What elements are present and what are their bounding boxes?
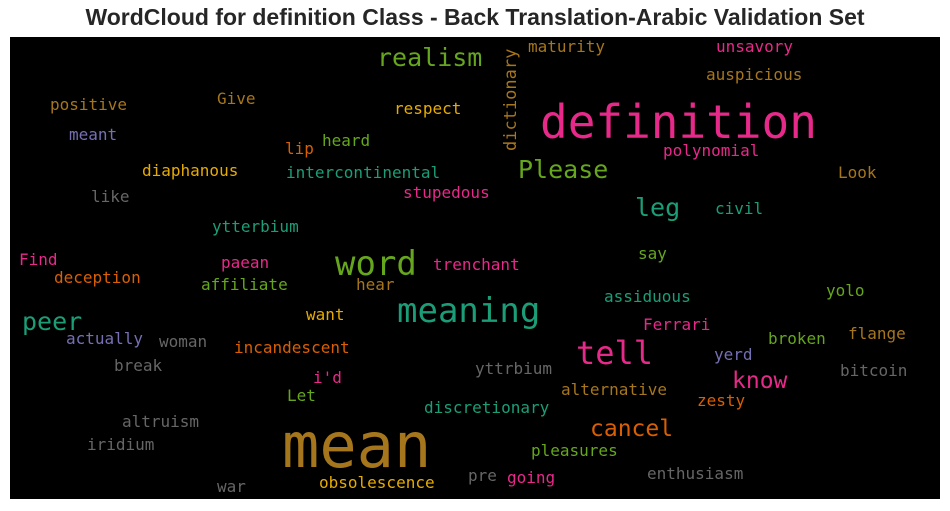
word-break: break [114, 356, 163, 375]
word-say: say [638, 244, 667, 263]
word-hear: hear [356, 275, 395, 294]
word-altruism: altruism [122, 412, 200, 431]
word-find: Find [19, 250, 58, 269]
word-obsolescence: obsolescence [319, 473, 435, 492]
word-woman: woman [159, 332, 208, 351]
word-discretionary: discretionary [424, 398, 550, 417]
word-realism: realism [377, 43, 483, 72]
word-yttrbium: yttrbium [475, 359, 553, 378]
word-stupedous: stupedous [403, 183, 490, 202]
word-deception: deception [54, 268, 141, 287]
word-dictionary: dictionary [501, 48, 521, 151]
word-unsavory: unsavory [716, 37, 794, 56]
word-incandescent: incandescent [234, 338, 350, 357]
chart-title: WordCloud for definition Class - Back Tr… [85, 4, 865, 30]
word-enthusiasm: enthusiasm [647, 464, 744, 483]
word-ytterbium: ytterbium [212, 217, 299, 236]
word-please: Please [518, 155, 609, 184]
word-know: know [732, 368, 788, 394]
word-iridium: iridium [87, 435, 155, 454]
word-leg: leg [635, 193, 681, 222]
word-give: Give [217, 89, 256, 108]
word-civil: civil [715, 199, 764, 218]
word-paean: paean [221, 253, 270, 272]
word-trenchant: trenchant [433, 255, 520, 274]
word-peer: peer [22, 307, 83, 336]
word-respect: respect [394, 99, 462, 118]
word-going: going [507, 468, 556, 487]
wordcloud-canvas: definition mean meaning word tell realism Plea… [10, 37, 940, 499]
word-yerd: yerd [714, 345, 753, 364]
word-let: Let [287, 386, 316, 405]
word-assiduous: assiduous [604, 287, 691, 306]
word-broken: broken [768, 329, 826, 348]
word-look: Look [838, 163, 877, 182]
word-positive: positive [50, 95, 128, 114]
word-i-d: i'd [313, 368, 342, 387]
word-like: like [91, 187, 130, 206]
word-war: war [217, 477, 246, 496]
word-heard: heard [322, 131, 371, 150]
word-meaning: meaning [397, 291, 541, 331]
word-lip: lip [285, 139, 314, 158]
word-want: want [306, 305, 345, 324]
word-auspicious: auspicious [706, 65, 803, 84]
word-pleasures: pleasures [531, 441, 618, 460]
word-tell: tell [576, 334, 654, 372]
word-bitcoin: bitcoin [840, 361, 908, 380]
word-meant: meant [69, 125, 118, 144]
word-diaphanous: diaphanous [142, 161, 239, 180]
word-affiliate: affiliate [201, 275, 288, 294]
word-intercontinental: intercontinental [286, 163, 441, 182]
word-cancel: cancel [590, 416, 674, 442]
word-word: word [335, 244, 417, 284]
word-definition: definition [540, 95, 817, 149]
word-flange: flange [848, 324, 906, 343]
word-yolo: yolo [826, 281, 865, 300]
word-mean: mean [282, 409, 432, 482]
word-pre: pre [468, 466, 497, 485]
word-ferrari: Ferrari [643, 315, 711, 334]
word-maturity: maturity [528, 37, 606, 56]
word-actually: actually [66, 329, 144, 348]
word-polynomial: polynomial [663, 141, 760, 160]
word-zesty: zesty [697, 391, 746, 410]
word-alternative: alternative [561, 380, 667, 399]
